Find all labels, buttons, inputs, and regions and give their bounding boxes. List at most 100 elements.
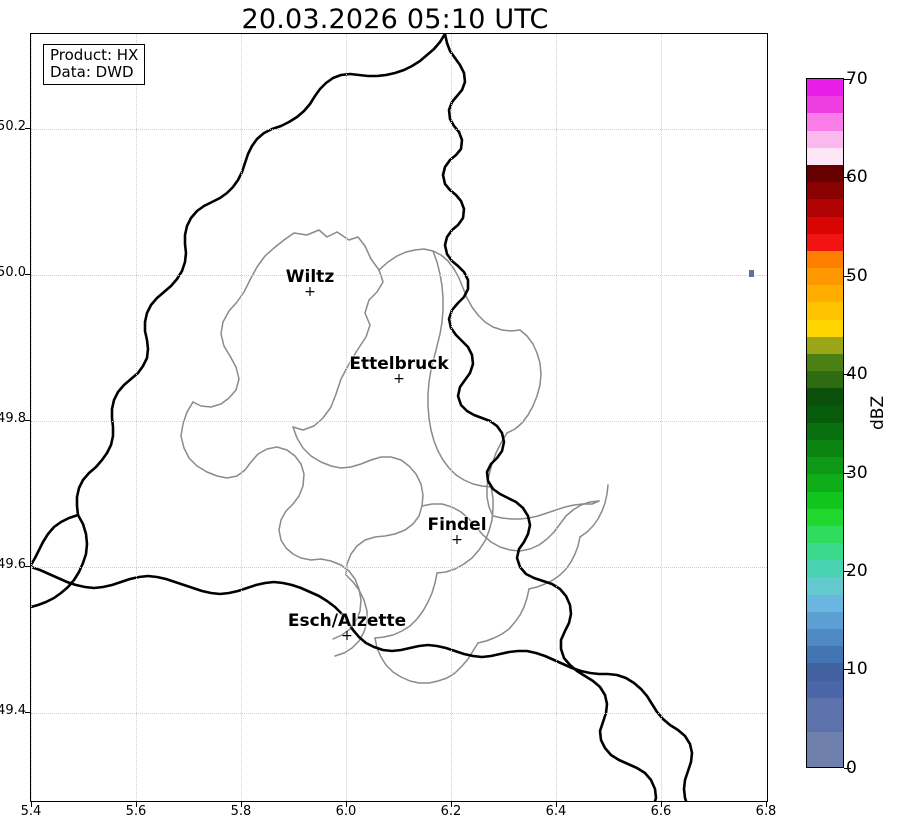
colorbar-band (807, 302, 843, 320)
x-tick-label: 6.0 (335, 804, 357, 819)
x-tick-mark (136, 802, 137, 807)
colorbar-tick-mark (844, 79, 851, 80)
city-label-wiltz: Wiltz + (286, 267, 334, 299)
colorbar-tick-mark (844, 669, 851, 670)
x-tick-label: 5.4 (20, 804, 42, 819)
x-tick-mark (451, 802, 452, 807)
x-tick-label: 5.6 (125, 804, 147, 819)
gridline-horizontal (31, 275, 767, 276)
colorbar-band (807, 714, 843, 733)
colorbar-band (807, 629, 843, 647)
gridline-vertical (31, 34, 32, 801)
colorbar-band (807, 457, 843, 475)
colorbar-band (807, 371, 843, 389)
x-tick-mark (241, 802, 242, 807)
city-name: Esch/Alzette (287, 611, 407, 631)
colorbar-band (807, 663, 843, 681)
x-tick-mark (346, 802, 347, 807)
colorbar-tick-label: 70 (846, 69, 868, 89)
colorbar-band (807, 611, 843, 629)
colorbar-band (807, 164, 843, 183)
gridline-vertical (136, 34, 137, 801)
colorbar-tick-mark (844, 768, 851, 769)
colorbar-band (807, 130, 843, 148)
colorbar-band (807, 474, 843, 492)
gridline-vertical (556, 34, 557, 801)
colorbar[interactable] (806, 78, 844, 768)
colorbar-tick-mark (844, 473, 851, 474)
x-tick-mark (31, 802, 32, 807)
page-title: 20.03.2026 05:10 UTC (241, 4, 549, 35)
city-name: Wiltz (285, 267, 335, 287)
city-marker-cross: + (393, 371, 405, 387)
colorbar-band (807, 319, 843, 337)
gridline-horizontal (31, 129, 767, 130)
colorbar-band (807, 646, 843, 664)
colorbar-unit-label: dBZ (868, 395, 888, 430)
product-line: Product: HX (50, 46, 139, 64)
product-info-box: Product: HX Data: DWD (43, 44, 146, 86)
gridline-vertical (346, 34, 347, 801)
y-tick-mark (25, 712, 30, 713)
gridline-vertical (241, 34, 242, 801)
colorbar-tick-label: 50 (846, 266, 868, 286)
gridline-vertical (451, 34, 452, 801)
map-canvas: Wiltz + Ettelbruck + Findel + Esch/Alzet… (31, 34, 767, 801)
colorbar-tick-mark (844, 177, 851, 178)
city-name: Ettelbruck (349, 354, 449, 374)
colorbar-band (807, 233, 843, 251)
national-border (31, 34, 658, 801)
colorbar-band (807, 182, 843, 200)
national-border-southwest (31, 513, 89, 609)
city-marker-cross: + (451, 532, 463, 548)
gridline-horizontal (31, 713, 767, 714)
x-tick-mark (661, 802, 662, 807)
colorbar-band (807, 250, 843, 269)
x-tick-mark (556, 802, 557, 807)
gridline-horizontal (31, 567, 767, 568)
colorbar-band (807, 680, 843, 698)
colorbar-band (807, 147, 843, 165)
y-tick-mark (25, 566, 30, 567)
x-tick-label: 6.2 (440, 804, 462, 819)
map-vector-layer (31, 34, 694, 801)
y-tick-mark (25, 420, 30, 421)
colorbar-band (807, 79, 843, 97)
colorbar-band (807, 543, 843, 561)
colorbar-band (807, 439, 843, 458)
colorbar-band (807, 525, 843, 544)
colorbar-band (807, 336, 843, 354)
colorbar-band (807, 560, 843, 578)
x-tick-label: 6.6 (650, 804, 672, 819)
city-label-findel: Findel + (427, 515, 486, 547)
colorbar-band (807, 422, 843, 440)
colorbar-band (807, 594, 843, 612)
colorbar-tick-label: 60 (846, 167, 868, 187)
data-source-line: Data: DWD (50, 63, 134, 82)
gridline-vertical (661, 34, 662, 801)
city-name: Findel (427, 515, 487, 535)
colorbar-tick-label: 20 (846, 561, 868, 581)
colorbar-band (807, 199, 843, 217)
colorbar-tick-label: 10 (846, 659, 868, 679)
internal-boundaries (180, 229, 609, 684)
national-border-south (31, 565, 694, 801)
radar-map-plot[interactable]: Wiltz + Ettelbruck + Findel + Esch/Alzet… (30, 33, 768, 802)
y-tick-mark (25, 128, 30, 129)
colorbar-tick-mark (844, 374, 851, 375)
x-tick-label: 6.8 (755, 804, 777, 819)
colorbar-band (807, 113, 843, 131)
colorbar-band (807, 749, 843, 767)
colorbar-tick-label: 0 (846, 758, 857, 778)
colorbar-band (807, 508, 843, 526)
colorbar-band (807, 405, 843, 423)
x-tick-label: 6.4 (545, 804, 567, 819)
colorbar-band (807, 388, 843, 406)
colorbar-band (807, 732, 843, 750)
colorbar-band (807, 697, 843, 715)
y-tick-mark (25, 274, 30, 275)
x-tick-mark (766, 802, 767, 807)
colorbar-band (807, 354, 843, 372)
colorbar-tick-mark (844, 276, 851, 277)
city-label-ettelbruck: Ettelbruck + (349, 354, 448, 386)
